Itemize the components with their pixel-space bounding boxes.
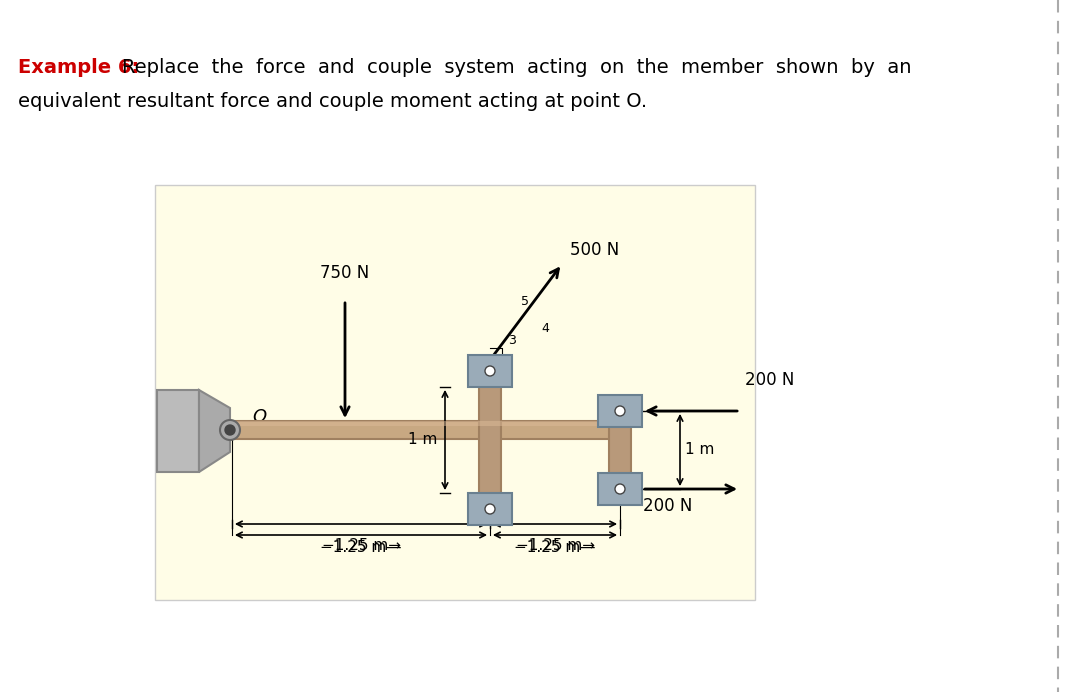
Bar [598,473,642,505]
Text: 1 m: 1 m [685,442,714,457]
Text: 750 N: 750 N [321,264,369,282]
Text: −1.25 m→: −1.25 m→ [515,538,594,553]
Bar [468,493,512,525]
Text: O: O [252,408,266,426]
Circle shape [615,406,625,416]
Bar [468,355,512,387]
Text: equivalent resultant force and couple moment acting at point O.: equivalent resultant force and couple mo… [18,92,647,111]
Circle shape [485,504,495,514]
Circle shape [225,425,235,435]
Bar [156,185,755,600]
Text: −1.25 m—: −1.25 m— [321,540,402,555]
Text: 200 N: 200 N [644,497,692,515]
Text: 1 m: 1 m [407,432,437,448]
Bar [157,390,199,472]
Circle shape [220,420,240,440]
Bar [598,395,642,427]
Text: 4: 4 [541,322,549,335]
Text: −1.25 m—: −1.25 m— [514,540,596,555]
Bar [230,421,620,426]
Circle shape [485,366,495,376]
Bar [480,378,501,502]
Bar [609,418,631,482]
Bar [230,421,620,439]
Text: 200 N: 200 N [745,371,795,389]
Text: 3: 3 [508,334,516,347]
Text: Example 6:: Example 6: [18,58,139,77]
Text: 500 N: 500 N [570,241,619,259]
Text: −1.25 m→: −1.25 m→ [322,538,401,553]
Text: Replace  the  force  and  couple  system  acting  on  the  member  shown  by  an: Replace the force and couple system acti… [122,58,912,77]
Text: 5: 5 [521,295,529,308]
Polygon shape [199,390,230,472]
Circle shape [615,484,625,494]
